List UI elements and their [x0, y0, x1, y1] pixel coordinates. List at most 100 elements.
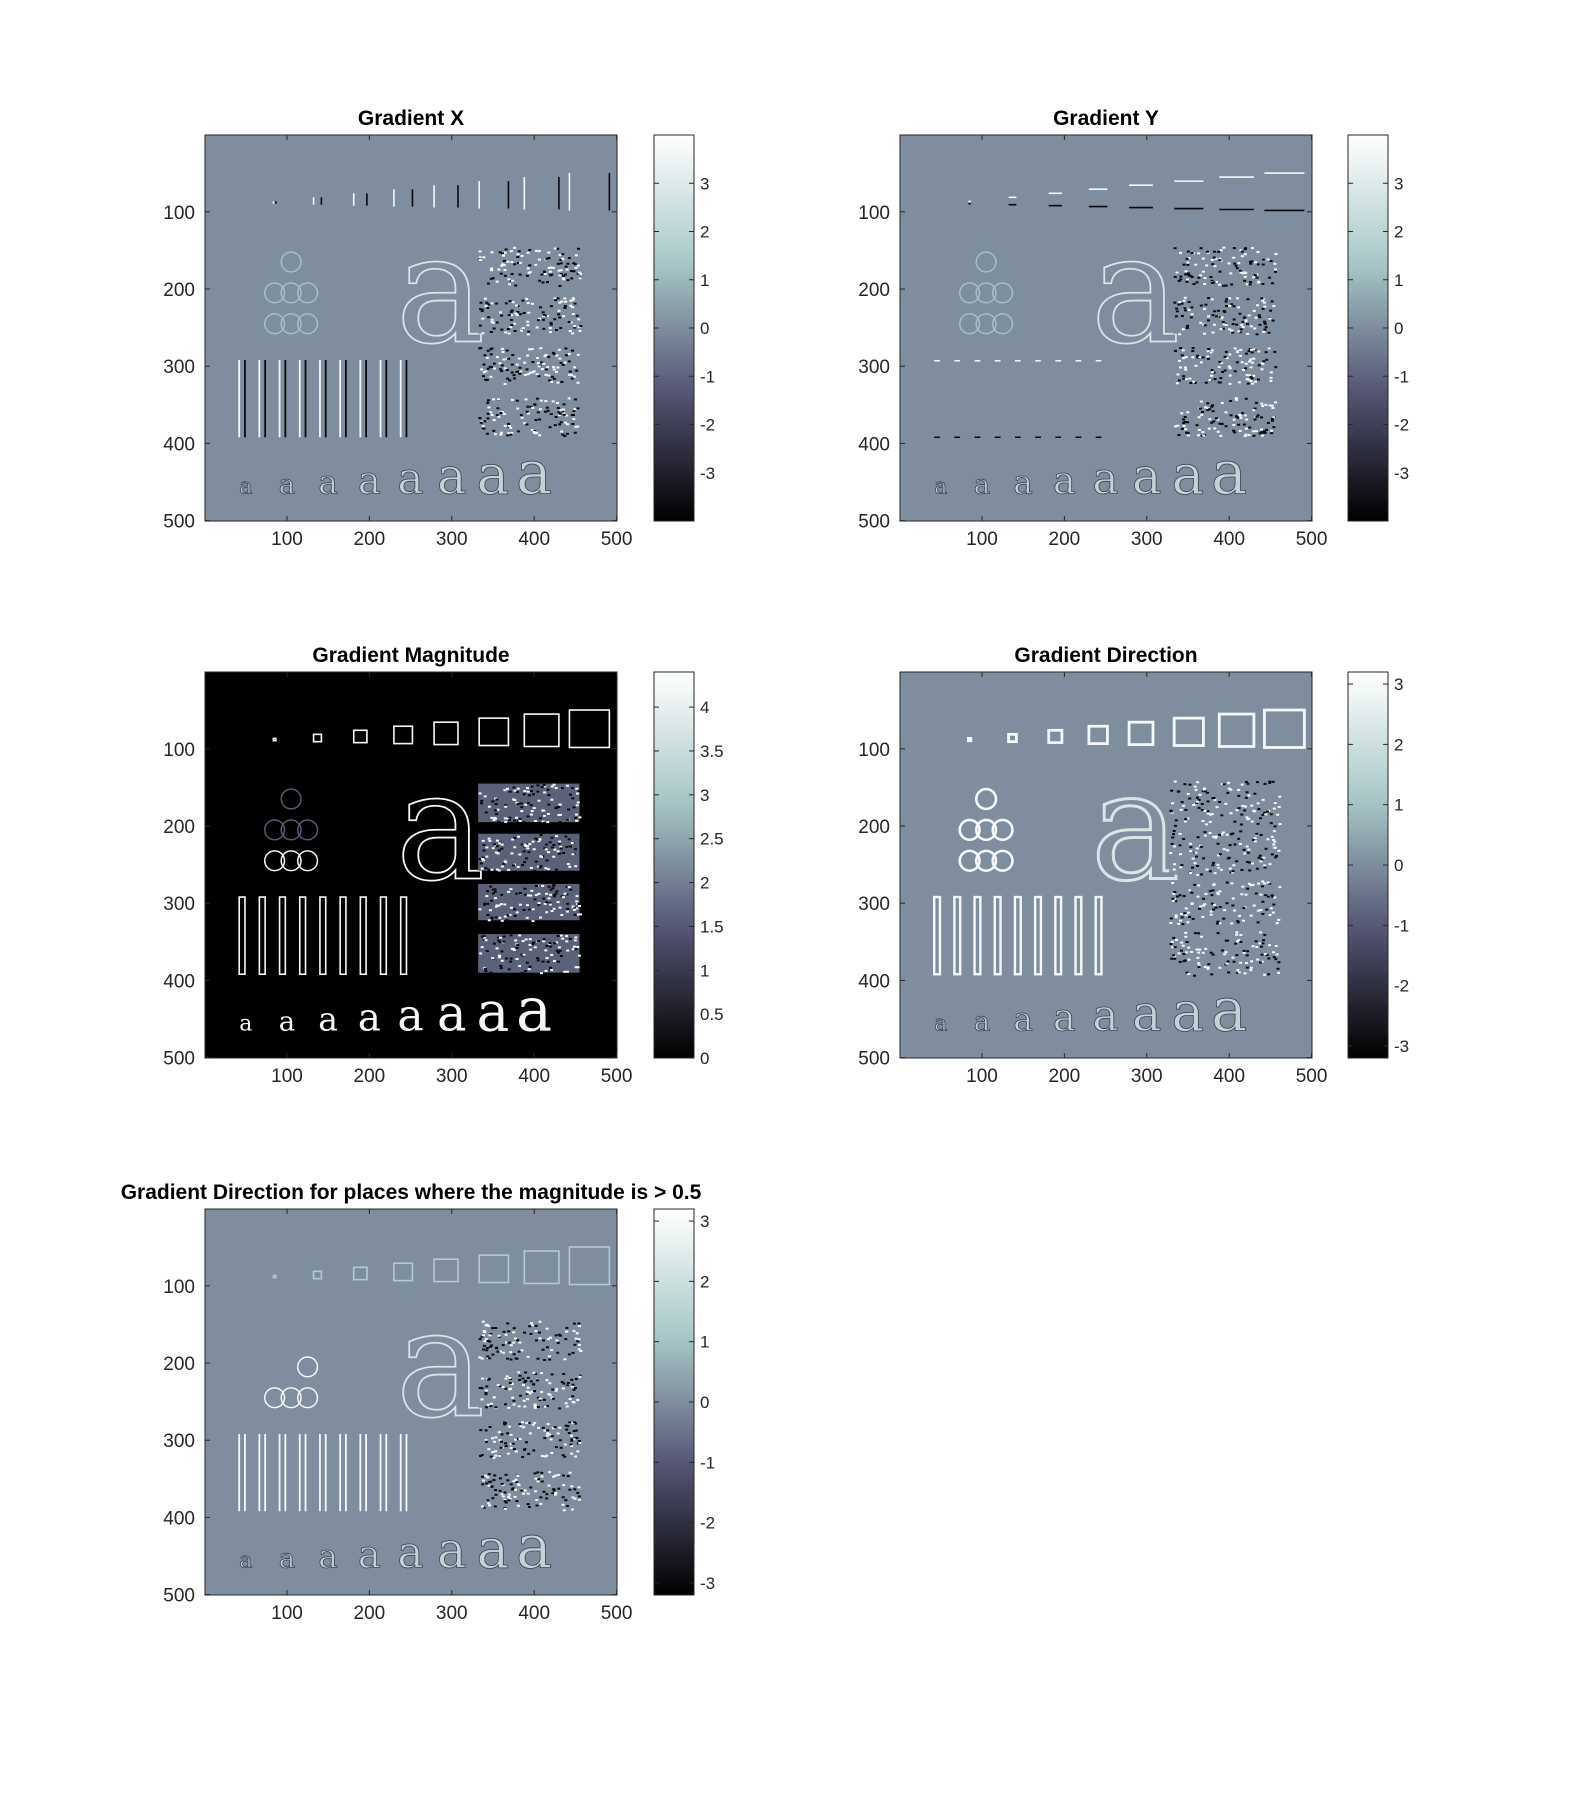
colorbar-tick-label: 2: [1394, 735, 1403, 754]
svg-text:a: a: [1091, 741, 1180, 915]
svg-text:a: a: [974, 1006, 990, 1038]
svg-text:a: a: [1172, 980, 1205, 1044]
colorbar-tick-label: 0: [700, 319, 709, 338]
y-tick-label: 500: [858, 512, 890, 533]
image-content: aa a a a a a a a: [238, 1246, 611, 1583]
svg-text:a: a: [437, 448, 467, 506]
x-tick-label: 500: [601, 529, 633, 550]
x-tick-label: 400: [518, 529, 550, 550]
svg-text:a: a: [318, 463, 338, 502]
x-tick-label: 200: [354, 529, 386, 550]
colorbar-tick-label: 1.5: [700, 917, 724, 936]
colorbar-tick-label: 3: [700, 1212, 709, 1231]
x-tick-label: 200: [1049, 529, 1081, 550]
colorbar: [1347, 134, 1389, 522]
svg-text:a: a: [1132, 448, 1162, 506]
svg-text:a: a: [516, 976, 552, 1046]
x-tick-label: 500: [601, 1066, 633, 1087]
colorbar-tick-label: -2: [1394, 416, 1409, 435]
svg-text:a: a: [397, 991, 423, 1042]
svg-text:a: a: [358, 459, 381, 504]
colorbar-tick-label: -3: [1394, 464, 1409, 483]
svg-text:a: a: [516, 439, 552, 509]
svg-text:a: a: [1211, 976, 1247, 1046]
axes-frame: [204, 671, 618, 1059]
y-tick-label: 500: [858, 1049, 890, 1070]
colorbar-tick-label: 1: [700, 1333, 709, 1352]
svg-text:a: a: [1091, 204, 1180, 378]
svg-text:a: a: [437, 1522, 467, 1580]
subplot-title: Gradient Direction for places where the …: [121, 1181, 702, 1204]
colorbar-tick-label: 0: [700, 1393, 709, 1412]
x-tick-label: 300: [1131, 529, 1163, 550]
colorbar-tick-label: 1: [700, 961, 709, 980]
colorbar-tick-label: -1: [700, 367, 715, 386]
subplot-title: Gradient Y: [1053, 107, 1159, 130]
svg-text:a: a: [318, 1537, 338, 1576]
svg-text:a: a: [1092, 991, 1118, 1042]
y-tick-label: 100: [858, 203, 890, 224]
y-tick-label: 500: [163, 1586, 195, 1607]
y-tick-label: 200: [163, 280, 195, 301]
y-tick-label: 200: [163, 1354, 195, 1375]
subplot-gradient-direction-masked: Gradient Direction for places where the …: [121, 1181, 715, 1624]
y-tick-label: 400: [163, 1508, 195, 1529]
x-tick-label: 100: [966, 529, 998, 550]
colorbar-tick-label: -1: [1394, 367, 1409, 386]
colorbar-tick-label: 0: [1394, 319, 1403, 338]
colorbar-tick-label: 0: [1394, 856, 1403, 875]
colorbar-tick-label: 3: [700, 786, 709, 805]
colorbar: [1347, 671, 1389, 1059]
colorbar-tick-label: -3: [1394, 1037, 1409, 1056]
colorbar-tick-label: 1: [1394, 796, 1403, 815]
x-tick-label: 500: [601, 1603, 633, 1624]
svg-text:a: a: [239, 1549, 252, 1574]
colorbar-tick-label: -3: [700, 464, 715, 483]
x-tick-label: 400: [1213, 529, 1245, 550]
image-content: aa a a a a a a a: [238, 173, 611, 509]
svg-text:a: a: [279, 1006, 295, 1038]
y-tick-label: 300: [163, 357, 195, 378]
y-tick-label: 400: [858, 434, 890, 455]
svg-text:a: a: [477, 443, 510, 507]
colorbar-tick-label: 2: [1394, 223, 1403, 242]
x-tick-label: 300: [1131, 1066, 1163, 1087]
x-tick-label: 400: [518, 1066, 550, 1087]
svg-text:a: a: [318, 1000, 338, 1039]
svg-text:a: a: [358, 996, 381, 1041]
svg-text:a: a: [437, 985, 467, 1043]
colorbar-tick-label: 3: [700, 174, 709, 193]
y-tick-label: 400: [858, 971, 890, 992]
axes-frame: [204, 134, 618, 522]
svg-text:a: a: [396, 204, 485, 378]
colorbar: [653, 671, 695, 1059]
svg-text:a: a: [934, 1012, 947, 1037]
svg-text:a: a: [1092, 454, 1118, 505]
colorbar-tick-label: 1: [700, 271, 709, 290]
colorbar-tick-label: 0: [700, 1049, 709, 1068]
y-tick-label: 300: [858, 894, 890, 915]
x-tick-label: 400: [1213, 1066, 1245, 1087]
colorbar-tick-label: 3.5: [700, 742, 724, 761]
x-tick-label: 100: [271, 529, 303, 550]
x-tick-label: 200: [354, 1603, 386, 1624]
x-tick-label: 500: [1296, 1066, 1328, 1087]
image-content: aa a a a a a a a: [934, 172, 1305, 509]
x-tick-label: 100: [966, 1066, 998, 1087]
svg-text:a: a: [279, 469, 295, 501]
svg-text:a: a: [397, 1528, 423, 1579]
y-tick-label: 200: [858, 817, 890, 838]
colorbar-tick-label: 0.5: [700, 1005, 724, 1024]
svg-text:a: a: [279, 1543, 295, 1575]
svg-text:a: a: [1053, 996, 1076, 1041]
x-tick-label: 100: [271, 1603, 303, 1624]
colorbar-tick-label: -2: [700, 416, 715, 435]
svg-text:a: a: [358, 1533, 381, 1578]
x-tick-label: 500: [1296, 529, 1328, 550]
x-tick-label: 300: [436, 1066, 468, 1087]
colorbar-tick-label: -1: [700, 1453, 715, 1472]
